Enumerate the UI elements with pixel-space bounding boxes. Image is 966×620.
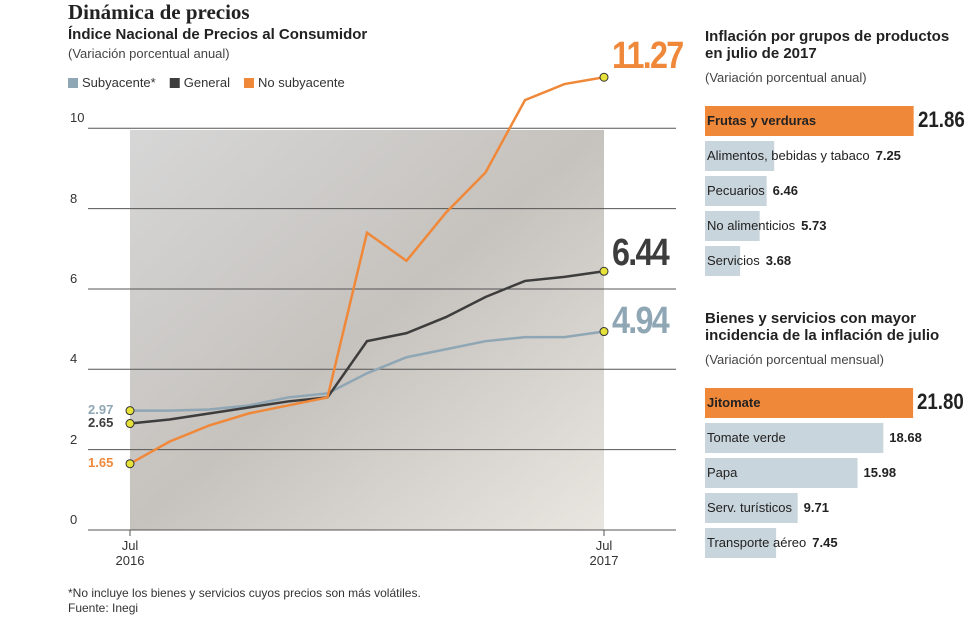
chart-title: Dinámica de precios — [68, 0, 250, 24]
bar — [705, 493, 798, 523]
value-label: 15.98 — [863, 465, 897, 480]
legend-swatch — [68, 78, 78, 88]
y-tick-label: 0 — [70, 512, 78, 527]
value-label: 7.45 — [812, 535, 838, 550]
start-label: 2.97 — [88, 401, 114, 417]
end-label: 11.27 — [612, 35, 684, 77]
background-photo — [130, 130, 604, 530]
bar-label: No alimenticios — [707, 218, 796, 233]
y-tick-label: 8 — [70, 190, 78, 206]
value-label: 6.46 — [772, 183, 798, 198]
footnote: *No incluye los bienes y servicios cuyos… — [68, 586, 421, 600]
end-label: 4.94 — [612, 300, 670, 342]
y-tick-label: 2 — [70, 431, 78, 447]
value-label: 3.68 — [765, 253, 792, 268]
bar-label: Jitomate — [707, 395, 761, 410]
point-marker — [599, 266, 609, 276]
bar-label: Transporte aéreo — [707, 535, 807, 550]
legend-label: General — [183, 75, 230, 90]
legend-label: No subyacente — [257, 75, 345, 90]
x-tick-label: Jul 2017 — [589, 538, 619, 568]
legend-swatch — [243, 78, 254, 88]
point-marker — [599, 327, 609, 337]
bar — [705, 246, 741, 276]
point-marker — [125, 419, 135, 429]
bar — [705, 423, 884, 453]
bar — [705, 458, 858, 488]
bar-label: Frutas y verduras — [707, 113, 817, 128]
chart-subtitle: (Variación porcentual anual) — [705, 70, 867, 85]
value-label: 21.86 — [917, 107, 965, 132]
bar-label: Servicios — [707, 253, 760, 268]
bar-label: Pecuarios — [707, 183, 765, 198]
y-tick-label: 10 — [70, 110, 85, 126]
series-line — [130, 330, 605, 412]
legend-swatch — [169, 78, 180, 88]
chart-title: Inflación por grupos de productos en jul… — [705, 28, 950, 62]
y-tick-label: 6 — [70, 270, 78, 286]
bar — [705, 176, 767, 206]
value-label: 7.25 — [875, 148, 901, 163]
bar-label: Papa — [707, 465, 738, 480]
chart-subtitle: Índice Nacional de Precios al Consumidor — [68, 26, 368, 43]
value-label: 5.73 — [801, 218, 827, 233]
series-line — [129, 76, 605, 465]
bar-label: Serv. turísticos — [707, 500, 793, 515]
start-label: 2.65 — [88, 414, 114, 430]
bar-label: Alimentos, bebidas y tabaco — [707, 148, 870, 163]
legend-label: Subyacente* — [82, 75, 156, 90]
point-marker — [125, 459, 135, 469]
point-marker — [599, 72, 609, 82]
bar-label: Tomate verde — [707, 430, 786, 445]
bar — [705, 211, 760, 241]
value-label: 9.71 — [803, 500, 829, 515]
bar — [705, 388, 914, 418]
value-label: 21.80 — [917, 389, 964, 414]
chart-title: Bienes y servicios con mayor incidencia … — [705, 310, 940, 344]
end-label: 6.44 — [612, 232, 670, 274]
y-tick-label: 4 — [70, 351, 78, 367]
bar — [705, 106, 914, 136]
x-tick-label: Jul 2016 — [115, 538, 145, 568]
point-marker — [125, 406, 135, 416]
bar — [705, 141, 775, 171]
y-axis-label: (Variación porcentual anual) — [68, 46, 230, 61]
source: Fuente: Inegi — [68, 601, 139, 615]
bar — [705, 528, 777, 558]
chart-subtitle: (Variación porcentual mensual) — [705, 352, 884, 367]
series-line — [129, 270, 605, 425]
start-label: 1.65 — [88, 454, 114, 470]
value-label: 18.68 — [889, 430, 922, 445]
